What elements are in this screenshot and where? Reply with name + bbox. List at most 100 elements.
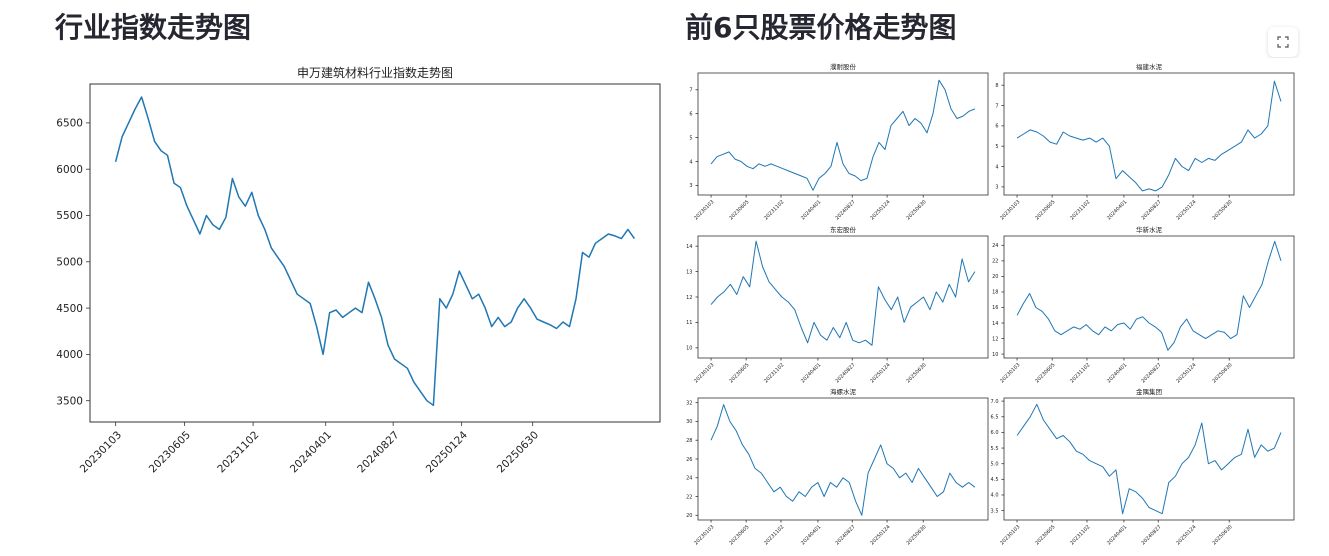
stock-conch-cement-y-tick-label: 20 bbox=[686, 513, 692, 519]
stock-donghong-y-tick-label: 14 bbox=[686, 244, 692, 250]
stock-conch-cement-frame bbox=[697, 397, 989, 521]
stock-fujian-cement-y-tick-label: 5 bbox=[995, 144, 998, 150]
stock-fujian-cement-x-tick-label: 20240827 bbox=[1140, 199, 1162, 221]
stock-donghong-x-tick-label: 20240827 bbox=[834, 362, 856, 384]
stock-conch-cement-y-tick-label: 24 bbox=[686, 476, 692, 482]
stock-donghong-y-tick-label: 12 bbox=[686, 295, 692, 301]
stock-fujian-cement-y-tick-label: 6 bbox=[995, 124, 998, 130]
stock-huaxin-cement-y-tick-label: 18 bbox=[992, 290, 998, 296]
stock-jinyu-group-y-tick-label: 6.5 bbox=[991, 415, 999, 421]
stock-punai-y-tick-label: 5 bbox=[689, 135, 692, 141]
stock-fujian-cement-x-tick-label: 20240401 bbox=[1106, 199, 1128, 221]
stock-huaxin-cement-y-tick-label: 12 bbox=[992, 336, 998, 342]
stock-huaxin-cement-x-tick-label: 20230605 bbox=[1034, 362, 1056, 384]
stock-fujian-cement-y-tick-label: 8 bbox=[995, 83, 998, 89]
stock-punai-x-tick-label: 20250630 bbox=[905, 199, 927, 221]
stock-fujian-cement-y-tick-label: 4 bbox=[995, 164, 998, 170]
stock-punai-y-tick-label: 6 bbox=[689, 111, 692, 117]
stock-huaxin-cement-x-tick-label: 20231102 bbox=[1069, 362, 1091, 384]
stock-jinyu-group-frame bbox=[1003, 397, 1295, 521]
stock-huaxin-cement-title: 华新水泥 bbox=[1136, 225, 1163, 234]
industry-index-y-tick-label: 6000 bbox=[56, 164, 83, 176]
stock-conch-cement-x-tick-label: 20240827 bbox=[834, 524, 856, 546]
stock-jinyu-group-x-tick-label: 20250630 bbox=[1211, 524, 1233, 546]
stock-huaxin-cement-y-tick-label: 14 bbox=[992, 321, 998, 327]
stock-donghong-x-tick-label: 20230605 bbox=[728, 362, 750, 384]
top6-stock-charts-svg: 濮耐股份 3 4 5 6 7 20230103 20230605 20231102 2024040… bbox=[686, 62, 1295, 546]
stock-conch-cement-x-tick-label: 20231102 bbox=[763, 524, 785, 546]
page-heading-industry-index: 行业指数走势图 bbox=[55, 11, 252, 44]
stock-punai-x-tick-label: 20240827 bbox=[834, 199, 856, 221]
stock-huaxin-cement-y-tick-label: 10 bbox=[992, 352, 998, 358]
stock-donghong-x-tick-label: 20250630 bbox=[905, 362, 927, 384]
stock-donghong-y-tick-label: 11 bbox=[686, 320, 692, 326]
stock-jinyu-group-y-tick-label: 5.5 bbox=[991, 446, 999, 452]
industry-index-y-tick-label: 4500 bbox=[56, 303, 83, 315]
stock-punai-y-tick-label: 4 bbox=[689, 159, 692, 165]
stock-huaxin-cement-x-tick-label: 20240401 bbox=[1106, 362, 1128, 384]
stock-fujian-cement-x-tick-label: 20231102 bbox=[1069, 199, 1091, 221]
stock-punai-x-tick-label: 20230103 bbox=[693, 199, 715, 221]
stock-fujian-cement-y-tick-label: 3 bbox=[995, 185, 998, 191]
stock-huaxin-cement-y-tick-label: 20 bbox=[992, 274, 998, 280]
stock-jinyu-group-series-line bbox=[1016, 403, 1282, 515]
stock-donghong-title: 东宏股份 bbox=[830, 225, 857, 234]
stock-huaxin-cement-series-line bbox=[1016, 240, 1282, 351]
stock-huaxin-cement-x-tick-label: 20250124 bbox=[1175, 362, 1197, 384]
industry-index-x-tick-label: 20250630 bbox=[495, 429, 541, 475]
stock-fujian-cement-x-tick-label: 20230103 bbox=[999, 199, 1021, 221]
stock-punai-x-tick-label: 20231102 bbox=[763, 199, 785, 221]
stock-conch-cement-y-tick-label: 30 bbox=[686, 419, 692, 425]
stock-jinyu-group-y-tick-label: 3.5 bbox=[991, 508, 999, 514]
industry-index-title: 申万建筑材料行业指数走势图 bbox=[297, 65, 453, 80]
stock-punai-x-tick-label: 20250124 bbox=[869, 199, 891, 221]
stock-jinyu-group-x-tick-label: 20231102 bbox=[1069, 524, 1091, 546]
industry-index-y-tick-label: 3500 bbox=[56, 395, 83, 407]
stock-punai-x-tick-label: 20230605 bbox=[728, 199, 750, 221]
stock-jinyu-group-y-tick-label: 4.5 bbox=[991, 477, 999, 483]
stock-conch-cement-y-tick-label: 28 bbox=[686, 438, 692, 444]
stock-conch-cement-y-tick-label: 32 bbox=[686, 400, 692, 406]
stock-fujian-cement-x-tick-label: 20250630 bbox=[1211, 199, 1233, 221]
industry-index-series-line bbox=[114, 96, 636, 407]
industry-index-x-tick-label: 20240401 bbox=[288, 429, 334, 475]
fullscreen-button[interactable] bbox=[1268, 27, 1298, 57]
stock-donghong-x-tick-label: 20240401 bbox=[800, 362, 822, 384]
stock-donghong-series-line bbox=[710, 240, 976, 346]
stock-jinyu-group-x-tick-label: 20240827 bbox=[1140, 524, 1162, 546]
industry-index-x-tick-label: 20231102 bbox=[215, 429, 261, 475]
page-heading-top6-stocks: 前6只股票价格走势图 bbox=[685, 11, 957, 44]
stock-fujian-cement-x-tick-label: 20250124 bbox=[1175, 199, 1197, 221]
top6-stock-charts: 濮耐股份 3 4 5 6 7 20230103 20230605 20231102 2024040… bbox=[682, 58, 1304, 552]
stock-donghong-x-tick-label: 20230103 bbox=[693, 362, 715, 384]
stock-huaxin-cement-y-tick-label: 16 bbox=[992, 305, 998, 311]
stock-conch-cement-x-tick-label: 20250630 bbox=[905, 524, 927, 546]
industry-index-chart-svg: 申万建筑材料行业指数走势图 3500 4000 4500 5000 5500 6000 650… bbox=[56, 65, 661, 475]
stock-fujian-cement-y-tick-label: 7 bbox=[995, 103, 998, 109]
stock-jinyu-group-y-tick-label: 4.0 bbox=[991, 493, 999, 499]
industry-index-chart: 申万建筑材料行业指数走势图 3500 4000 4500 5000 5500 6000 650… bbox=[55, 60, 675, 550]
stock-fujian-cement-series-line bbox=[1016, 80, 1282, 192]
stock-donghong-x-tick-label: 20231102 bbox=[763, 362, 785, 384]
stock-conch-cement-x-tick-label: 20230103 bbox=[693, 524, 715, 546]
stock-jinyu-group-y-tick-label: 7.0 bbox=[991, 399, 999, 405]
stock-huaxin-cement-y-tick-label: 22 bbox=[992, 259, 998, 265]
industry-index-y-tick-label: 5000 bbox=[56, 256, 83, 268]
stock-conch-cement-x-tick-label: 20230605 bbox=[728, 524, 750, 546]
stock-fujian-cement-x-tick-label: 20230605 bbox=[1034, 199, 1056, 221]
stock-conch-cement-title: 海螺水泥 bbox=[830, 387, 857, 396]
industry-index-y-tick-label: 4000 bbox=[56, 349, 83, 361]
industry-index-x-tick-label: 20240827 bbox=[355, 429, 401, 475]
stock-donghong-y-tick-label: 10 bbox=[686, 346, 692, 352]
stock-fujian-cement-frame bbox=[1003, 72, 1295, 196]
stock-jinyu-group-x-tick-label: 20230605 bbox=[1034, 524, 1056, 546]
stock-fujian-cement-group: 福建水泥 3 4 5 6 7 8 20230103 20230605 20231102 202404… bbox=[995, 62, 1295, 221]
stock-punai-group: 濮耐股份 3 4 5 6 7 20230103 20230605 20231102 2024040… bbox=[689, 62, 989, 221]
stock-donghong-group: 东宏股份 10 11 12 13 14 20230103 20230605 20231102 20… bbox=[686, 225, 989, 384]
stock-jinyu-group-y-tick-label: 6.0 bbox=[991, 430, 999, 436]
stock-conch-cement-y-tick-label: 26 bbox=[686, 457, 692, 463]
stock-punai-series-line bbox=[710, 79, 976, 191]
stock-huaxin-cement-y-tick-label: 24 bbox=[992, 243, 998, 249]
stock-conch-cement-y-tick-label: 22 bbox=[686, 494, 692, 500]
stock-punai-frame bbox=[697, 72, 989, 196]
